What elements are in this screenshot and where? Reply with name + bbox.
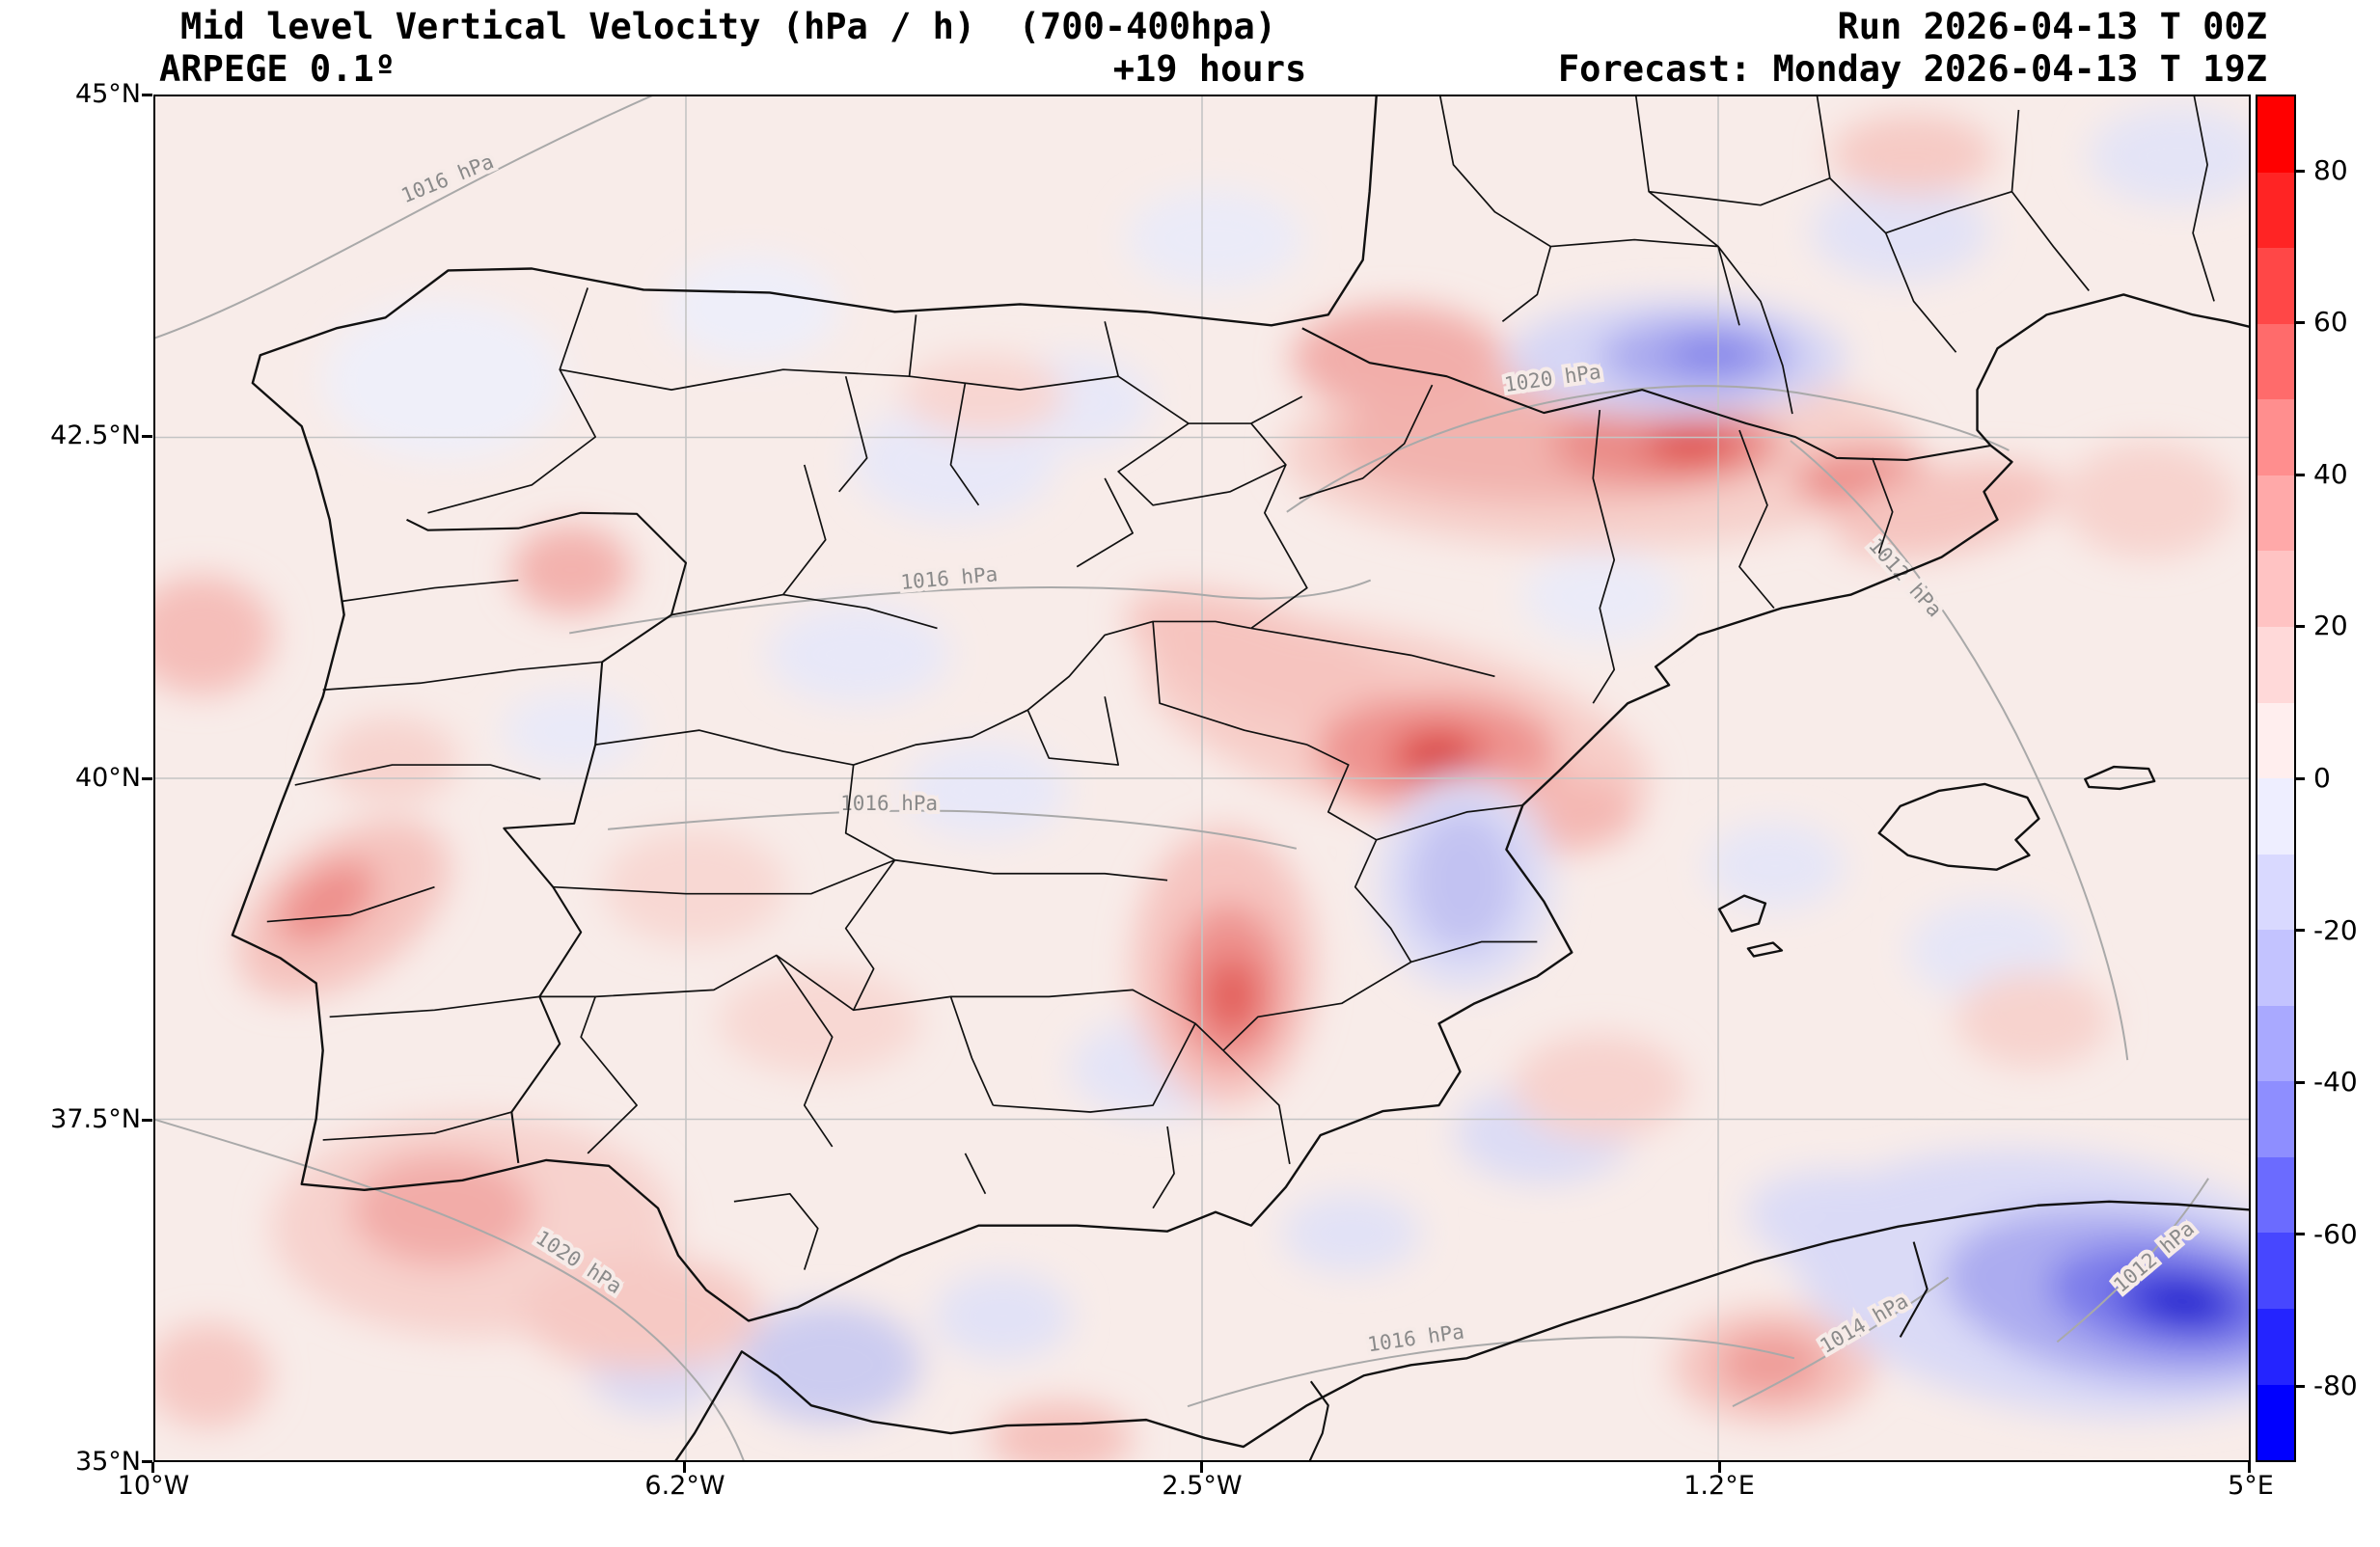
colorbar-segment (2257, 1081, 2294, 1157)
plot-area: 1016 hPa 1020 hPa 1016 hPa 1016 hPa 1020… (153, 95, 2251, 1462)
y-axis-tick-label-40n: 40°N (74, 763, 141, 793)
y-axis-tick-label-37-5n: 37.5°N (50, 1104, 141, 1134)
coastlines (231, 96, 2249, 1460)
colorbar-segment (2257, 172, 2294, 249)
colorbar-tick-mark (2296, 474, 2305, 476)
iberia-coastline (231, 96, 2249, 1322)
x-tick-mark (683, 1462, 686, 1473)
model-label: ARPEGE 0.1º (159, 48, 397, 90)
province-borders (266, 96, 2215, 1270)
colorbar-segment (2257, 1233, 2294, 1309)
lead-time-label: +19 hours (1112, 48, 1307, 90)
colorbar-tick-label-60: 60 (2313, 306, 2348, 338)
colorbar-tick-mark (2296, 1385, 2305, 1388)
colorbar-tick-mark (2296, 777, 2305, 780)
colorbar-segment (2257, 778, 2294, 855)
y-axis-tick-label-35n: 35°N (74, 1447, 141, 1477)
y-tick-mark (142, 777, 152, 780)
x-axis-tick-label-5e: 5°E (2228, 1471, 2274, 1501)
map-svg: 1016 hPa 1020 hPa 1016 hPa 1016 hPa 1020… (155, 96, 2249, 1460)
morocco-algeria-border (1308, 1241, 1929, 1460)
colorbar-segment (2257, 248, 2294, 324)
colorbar-tick-mark (2296, 1233, 2305, 1235)
colorbar-tick-label-neg20: -20 (2313, 914, 2358, 946)
colorbar-segment (2257, 930, 2294, 1006)
x-tick-mark (1200, 1462, 1203, 1473)
colorbar-tick-mark (2296, 170, 2305, 173)
colorbar-segment (2257, 1005, 2294, 1082)
colorbar-tick-mark (2296, 321, 2305, 324)
x-axis-tick-label-10w: 10°W (117, 1471, 190, 1501)
y-axis-tick-label-42-5n: 42.5°N (50, 421, 141, 450)
colorbar-segment (2257, 626, 2294, 703)
gridlines (155, 96, 2249, 1460)
colorbar-segment (2257, 551, 2294, 627)
y-axis-tick-label-45n: 45°N (74, 79, 141, 109)
y-tick-mark (142, 94, 152, 96)
y-tick-mark (142, 1460, 152, 1463)
colorbar-tick-label-20: 20 (2313, 610, 2348, 641)
colorbar-tick-label-neg60: -60 (2313, 1218, 2358, 1250)
y-tick-mark (142, 435, 152, 438)
colorbar-segment (2257, 399, 2294, 475)
colorbar-tick-label-neg40: -40 (2313, 1066, 2358, 1098)
colorbar (2256, 95, 2296, 1462)
colorbar-segment (2257, 475, 2294, 552)
page-title: Mid level Vertical Velocity (hPa / h) (7… (180, 6, 1277, 47)
x-tick-mark (2248, 1462, 2251, 1473)
colorbar-tick-mark (2296, 1081, 2305, 1084)
colorbar-tick-label-80: 80 (2313, 154, 2348, 186)
forecast-label: Forecast: Monday 2026-04-13 T 19Z (1557, 48, 2267, 90)
colorbar-tick-label-40: 40 (2313, 458, 2348, 490)
colorbar-tick-label-neg80: -80 (2313, 1370, 2358, 1401)
colorbar-segment (2257, 96, 2294, 173)
x-axis-tick-label-6-2w: 6.2°W (644, 1471, 725, 1501)
isobar-label-1016-center: 1016 hPa (840, 792, 938, 815)
colorbar-segment (2257, 323, 2294, 400)
colorbar-gradient (2257, 96, 2294, 1461)
france-department-borders (1439, 96, 2215, 415)
colorbar-segment (2257, 1384, 2294, 1461)
run-label: Run 2026-04-13 T 00Z (1837, 6, 2267, 47)
colorbar-segment (2257, 1309, 2294, 1385)
colorbar-segment (2257, 702, 2294, 779)
isobar-contours (155, 96, 2209, 1460)
y-tick-mark (142, 1119, 152, 1122)
x-axis-tick-label-2-5w: 2.5°W (1162, 1471, 1243, 1501)
colorbar-tick-mark (2296, 625, 2305, 628)
balearic-islands (1717, 765, 2156, 958)
colorbar-tick-label-0: 0 (2313, 762, 2331, 794)
colorbar-segment (2257, 1156, 2294, 1234)
x-axis-tick-label-1-2e: 1.2°E (1683, 1471, 1755, 1501)
x-tick-mark (1718, 1462, 1721, 1473)
x-tick-mark (151, 1462, 154, 1473)
colorbar-tick-mark (2296, 929, 2305, 932)
colorbar-segment (2257, 854, 2294, 931)
velocity-field-blobs (155, 105, 2249, 1460)
africa-coastline (674, 1200, 2249, 1460)
